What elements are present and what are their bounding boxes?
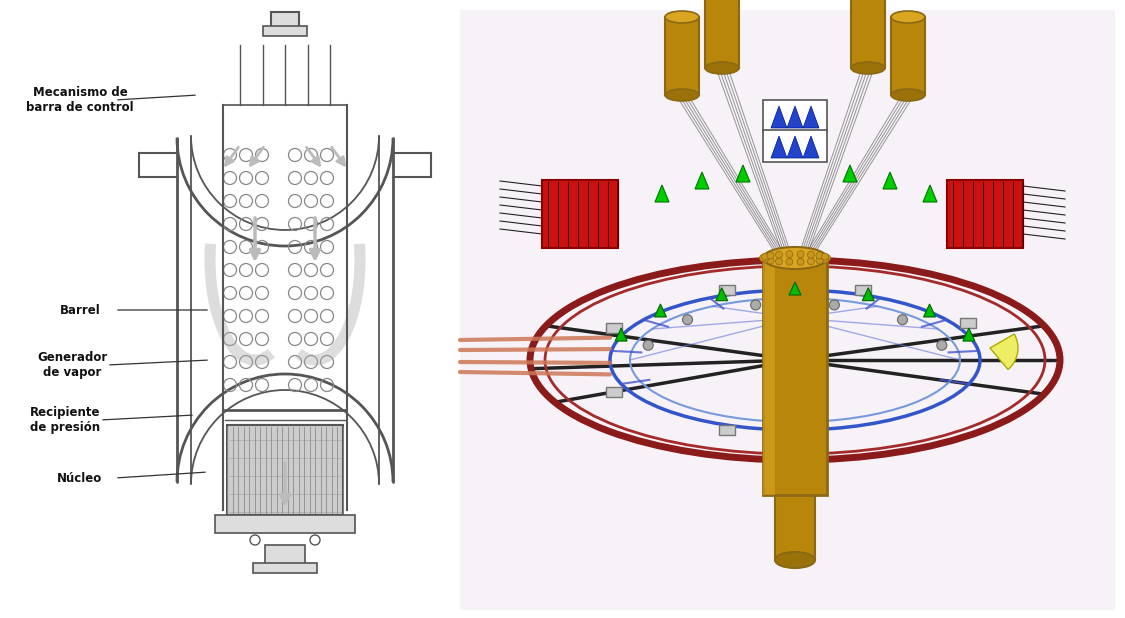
Circle shape [750, 300, 760, 310]
Circle shape [775, 251, 783, 258]
Circle shape [644, 341, 654, 350]
Circle shape [816, 257, 824, 264]
Circle shape [821, 256, 829, 263]
Ellipse shape [850, 62, 885, 74]
Polygon shape [655, 304, 666, 317]
Polygon shape [615, 328, 627, 341]
Bar [665, 17, 699, 95]
Polygon shape [922, 185, 937, 202]
Circle shape [796, 251, 804, 258]
Text: Barrel: Barrel [60, 303, 100, 316]
Polygon shape [695, 172, 709, 189]
Bar [253, 563, 317, 573]
Bar [215, 515, 356, 533]
Polygon shape [771, 106, 788, 128]
Polygon shape [736, 165, 750, 182]
Bar [855, 284, 872, 295]
Circle shape [759, 255, 766, 261]
Text: Mecanismo de
barra de control: Mecanismo de barra de control [26, 86, 134, 114]
Bar [460, 10, 1115, 610]
Circle shape [762, 256, 768, 263]
Circle shape [762, 253, 768, 260]
Ellipse shape [665, 11, 699, 23]
Polygon shape [803, 136, 819, 158]
Circle shape [683, 315, 693, 324]
Polygon shape [716, 288, 728, 301]
Polygon shape [843, 165, 857, 182]
Bar [947, 180, 1023, 248]
Bar [266, 545, 305, 567]
Bar [271, 12, 299, 34]
Polygon shape [963, 328, 975, 341]
Circle shape [767, 252, 774, 259]
Circle shape [775, 258, 783, 265]
Circle shape [808, 251, 814, 258]
Polygon shape [655, 185, 669, 202]
Polygon shape [862, 288, 874, 301]
Circle shape [808, 258, 814, 265]
Circle shape [816, 252, 824, 259]
Bar [891, 17, 925, 95]
Bar [605, 387, 622, 397]
Bar [542, 180, 618, 248]
Bar [763, 100, 827, 132]
Circle shape [821, 253, 829, 260]
Bar [763, 130, 827, 162]
Ellipse shape [891, 11, 925, 23]
Ellipse shape [763, 247, 827, 269]
Polygon shape [924, 304, 936, 317]
Circle shape [824, 255, 830, 261]
Circle shape [786, 258, 793, 265]
Circle shape [767, 257, 774, 264]
Circle shape [796, 258, 804, 265]
Circle shape [829, 300, 839, 310]
Polygon shape [789, 282, 801, 295]
Bar [605, 323, 622, 333]
Polygon shape [803, 106, 819, 128]
Wedge shape [990, 334, 1018, 370]
Bar [775, 495, 814, 560]
Bar [850, 0, 885, 68]
Bar [763, 258, 775, 495]
Bar [705, 0, 739, 68]
Bar [227, 425, 343, 515]
Circle shape [937, 341, 947, 350]
Polygon shape [788, 136, 803, 158]
Bar [763, 258, 827, 495]
Ellipse shape [705, 62, 739, 74]
Polygon shape [771, 136, 788, 158]
Circle shape [898, 315, 908, 324]
Text: Generador
de vapor: Generador de vapor [37, 351, 107, 379]
Circle shape [786, 251, 793, 258]
Text: Recipiente
de presión: Recipiente de presión [29, 406, 100, 434]
Bar [961, 318, 976, 328]
Bar [263, 26, 307, 36]
Ellipse shape [891, 89, 925, 101]
Bar [719, 284, 735, 295]
Text: Núcleo: Núcleo [57, 472, 102, 485]
Polygon shape [788, 106, 803, 128]
Polygon shape [883, 172, 897, 189]
Bar [719, 425, 735, 436]
Ellipse shape [665, 89, 699, 101]
Ellipse shape [775, 552, 814, 568]
